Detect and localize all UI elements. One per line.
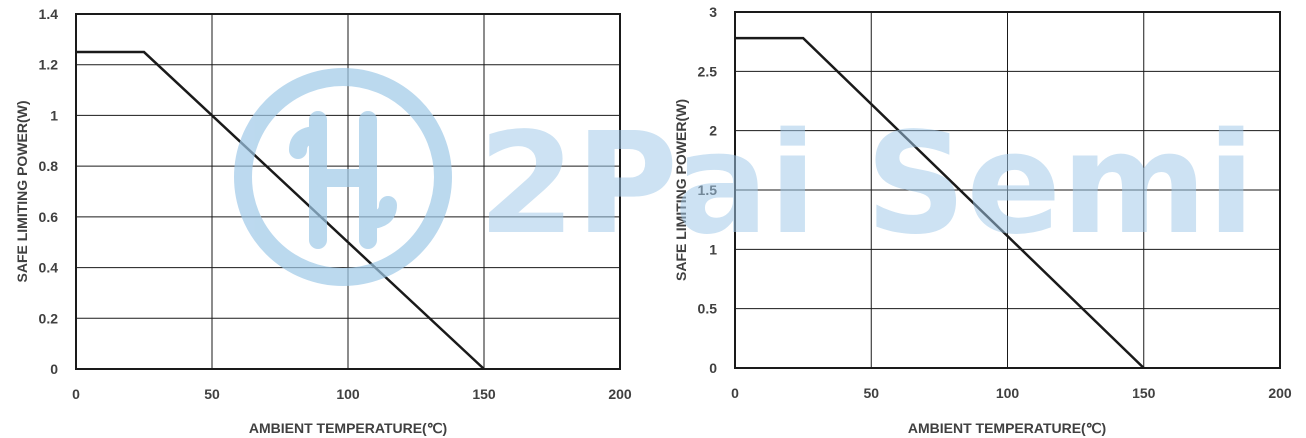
series-line-left [76, 50, 485, 370]
chart-right: 0 50 100 150 200 0 0.5 1 1.5 2 2.5 3 AMBIENT TEMPE… [673, 4, 1292, 436]
y-axis-title-left: SAFE LIMITING POWER(W) [14, 101, 30, 283]
x-tick-label: 0 [731, 385, 739, 401]
x-tick-label: 200 [1268, 385, 1292, 401]
y-tick-label: 0.2 [39, 310, 59, 326]
y-tick-label: 1.2 [39, 57, 59, 73]
y-tick-label: 1.5 [698, 182, 718, 198]
x-axis-title-right: AMBIENT TEMPERATURE(℃) [908, 420, 1106, 436]
x-tick-label: 50 [204, 386, 220, 402]
y-tick-label: 0 [709, 360, 717, 376]
x-tick-label: 100 [996, 385, 1020, 401]
y-tick-label: 0.5 [698, 301, 718, 317]
y-tick-label: 1 [709, 241, 717, 257]
y-tick-label: 0.4 [39, 260, 59, 276]
plot-frame-right [734, 11, 1281, 369]
x-tick-label: 100 [336, 386, 360, 402]
x-axis-title-left: AMBIENT TEMPERATURE(℃) [249, 420, 447, 436]
y-tick-label: 2.5 [698, 63, 718, 79]
y-tick-label: 3 [709, 4, 717, 20]
x-tick-label: 200 [608, 386, 632, 402]
watermark: 2Pai Semi [234, 68, 1255, 286]
chart-left: 0 50 100 150 200 0 0.2 0.4 0.6 0.8 1 1.2 1.4 AMBIEN… [14, 6, 632, 436]
series-line-right [735, 36, 1145, 369]
y-axis-title-right: SAFE LIMITING POWER(W) [673, 99, 689, 281]
y-tick-label: 1.4 [39, 6, 59, 22]
y-tick-label: 2 [709, 123, 717, 139]
y-tick-label: 1 [50, 107, 58, 123]
y-tick-label: 0 [50, 361, 58, 377]
x-tick-label: 50 [863, 385, 879, 401]
x-tick-label: 150 [472, 386, 496, 402]
plot-frame-left [75, 13, 621, 370]
watermark-text: 2Pai Semi [478, 103, 1255, 266]
y-tick-label: 0.6 [39, 209, 59, 225]
x-tick-label: 0 [72, 386, 80, 402]
watermark-logo-icon [234, 68, 452, 286]
x-tick-label: 150 [1132, 385, 1156, 401]
y-tick-label: 0.8 [39, 158, 59, 174]
